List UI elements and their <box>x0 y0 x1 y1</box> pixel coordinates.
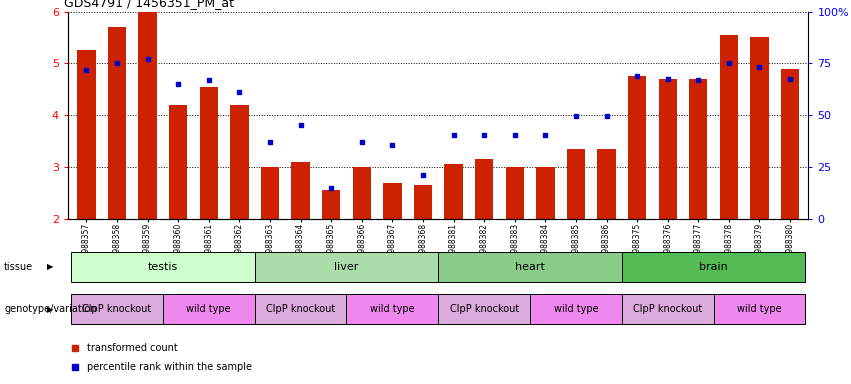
Bar <box>163 294 254 324</box>
Text: ClpP knockout: ClpP knockout <box>266 304 335 314</box>
Bar <box>254 294 346 324</box>
Bar <box>352 167 371 219</box>
Bar <box>383 183 402 219</box>
Text: genotype/variation: genotype/variation <box>4 304 97 314</box>
Bar <box>689 79 707 219</box>
Bar <box>231 105 248 219</box>
Text: ClpP knockout: ClpP knockout <box>633 304 702 314</box>
Bar <box>444 164 463 219</box>
Bar <box>260 167 279 219</box>
Bar <box>659 79 677 219</box>
Bar <box>536 167 555 219</box>
Text: testis: testis <box>148 262 178 272</box>
Bar <box>622 252 805 282</box>
Text: transformed count: transformed count <box>87 343 177 353</box>
Bar <box>751 38 768 219</box>
Bar <box>77 50 95 219</box>
Bar <box>567 149 585 219</box>
Bar <box>438 294 530 324</box>
Text: heart: heart <box>515 262 545 272</box>
Bar <box>438 252 622 282</box>
Text: wild type: wild type <box>186 304 231 314</box>
Text: brain: brain <box>700 262 728 272</box>
Text: ▶: ▶ <box>47 262 54 271</box>
Text: tissue: tissue <box>4 262 33 272</box>
Text: ClpP knockout: ClpP knockout <box>449 304 519 314</box>
Bar <box>622 294 714 324</box>
Bar <box>530 294 622 324</box>
Bar <box>628 76 646 219</box>
Bar <box>169 105 187 219</box>
Text: percentile rank within the sample: percentile rank within the sample <box>87 362 252 372</box>
Bar <box>139 12 157 219</box>
Bar <box>597 149 616 219</box>
Bar <box>108 27 126 219</box>
Bar <box>414 185 432 219</box>
Bar <box>720 35 738 219</box>
Text: wild type: wild type <box>370 304 414 314</box>
Bar <box>346 294 438 324</box>
Text: ▶: ▶ <box>47 305 54 314</box>
Bar <box>714 294 805 324</box>
Bar <box>781 68 799 219</box>
Bar <box>71 252 254 282</box>
Bar <box>254 252 438 282</box>
Bar <box>322 190 340 219</box>
Text: wild type: wild type <box>737 304 782 314</box>
Text: liver: liver <box>334 262 358 272</box>
Bar <box>200 87 218 219</box>
Text: wild type: wild type <box>554 304 598 314</box>
Bar <box>71 294 163 324</box>
Bar <box>475 159 494 219</box>
Text: GDS4791 / 1456351_PM_at: GDS4791 / 1456351_PM_at <box>65 0 234 9</box>
Bar <box>505 167 524 219</box>
Text: ClpP knockout: ClpP knockout <box>83 304 151 314</box>
Bar <box>291 162 310 219</box>
